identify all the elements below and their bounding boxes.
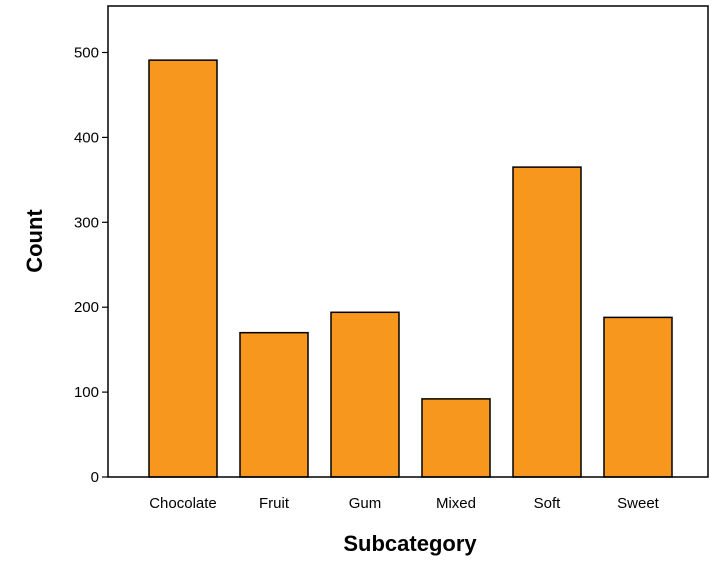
y-tick-label-300: 300: [74, 214, 99, 231]
bar-chocolate: [148, 59, 218, 478]
y-axis-title: Count: [22, 209, 47, 273]
x-axis-title: Subcategory: [343, 531, 477, 556]
bars-group: [148, 59, 673, 478]
bar-sweet: [603, 316, 673, 478]
bar-mixed: [421, 398, 491, 478]
x-axis: Chocolate Fruit Gum Mixed Soft Sweet: [149, 495, 659, 512]
bar-fruit: [239, 331, 309, 478]
y-tick-label-100: 100: [74, 384, 99, 401]
x-tick-label-chocolate: Chocolate: [149, 495, 217, 512]
y-tick-label-200: 200: [74, 299, 99, 316]
y-tick-label-500: 500: [74, 45, 99, 62]
y-axis: 0 100 200 300 400 500: [74, 45, 108, 486]
x-tick-label-soft: Soft: [534, 495, 562, 512]
bar-soft: [512, 166, 582, 478]
y-tick-label-400: 400: [74, 129, 99, 146]
x-tick-label-gum: Gum: [349, 495, 382, 512]
y-tick-label-0: 0: [91, 469, 99, 486]
bar-gum: [330, 311, 400, 478]
plot-frame: [107, 5, 709, 478]
x-tick-label-sweet: Sweet: [617, 495, 660, 512]
x-tick-label-fruit: Fruit: [259, 495, 290, 512]
x-tick-label-mixed: Mixed: [436, 495, 476, 512]
